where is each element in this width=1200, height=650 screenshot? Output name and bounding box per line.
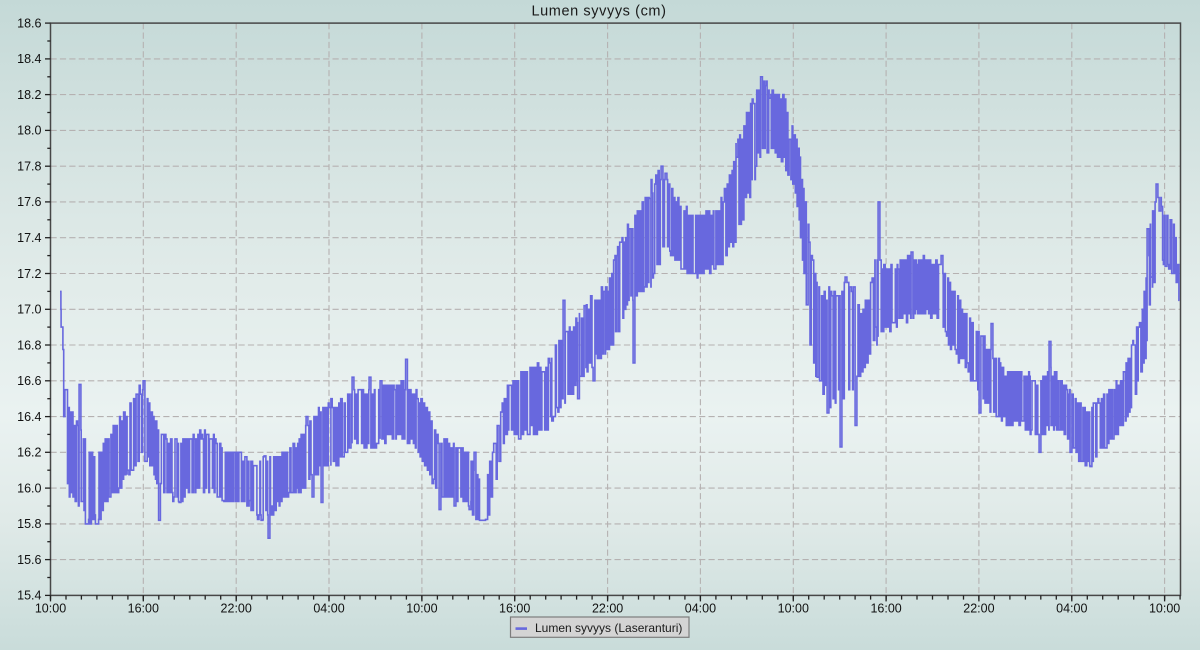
svg-text:04:00: 04:00 xyxy=(685,602,716,616)
svg-text:18.2: 18.2 xyxy=(17,88,41,102)
svg-text:15.4: 15.4 xyxy=(17,589,41,603)
svg-text:18.4: 18.4 xyxy=(17,52,41,66)
svg-text:16:00: 16:00 xyxy=(499,602,530,616)
svg-text:16:00: 16:00 xyxy=(128,602,159,616)
svg-text:Lumen syvyys (cm): Lumen syvyys (cm) xyxy=(531,4,666,20)
svg-text:17.0: 17.0 xyxy=(17,303,41,317)
svg-text:16.6: 16.6 xyxy=(17,374,41,388)
svg-text:17.4: 17.4 xyxy=(17,231,41,245)
svg-text:16.4: 16.4 xyxy=(17,410,41,424)
svg-text:22:00: 22:00 xyxy=(963,602,994,616)
svg-text:17.6: 17.6 xyxy=(17,195,41,209)
svg-text:10:00: 10:00 xyxy=(1149,602,1180,616)
svg-text:10:00: 10:00 xyxy=(778,602,809,616)
svg-text:16.2: 16.2 xyxy=(17,446,41,460)
svg-text:16:00: 16:00 xyxy=(870,602,901,616)
svg-text:Lumen syvyys (Laseranturi): Lumen syvyys (Laseranturi) xyxy=(535,621,682,635)
svg-text:22:00: 22:00 xyxy=(221,602,252,616)
svg-text:15.8: 15.8 xyxy=(17,517,41,531)
svg-text:16.8: 16.8 xyxy=(17,338,41,352)
svg-text:17.8: 17.8 xyxy=(17,160,41,174)
svg-text:22:00: 22:00 xyxy=(592,602,623,616)
svg-text:15.6: 15.6 xyxy=(17,553,41,567)
svg-text:18.6: 18.6 xyxy=(17,16,41,30)
svg-text:04:00: 04:00 xyxy=(1056,602,1087,616)
svg-text:18.0: 18.0 xyxy=(17,124,41,138)
svg-text:10:00: 10:00 xyxy=(35,602,66,616)
svg-text:17.2: 17.2 xyxy=(17,267,41,281)
svg-text:04:00: 04:00 xyxy=(313,602,344,616)
svg-text:10:00: 10:00 xyxy=(406,602,437,616)
svg-text:16.0: 16.0 xyxy=(17,481,41,495)
